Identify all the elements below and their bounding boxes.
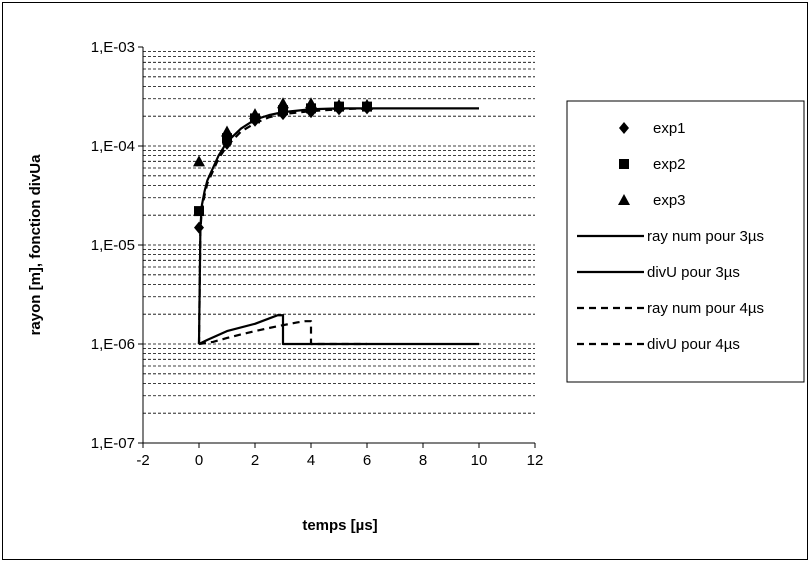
- x-axis-title: temps [µs]: [302, 517, 377, 534]
- legend-label: divU pour 4µs: [647, 336, 740, 353]
- data-point-square: [194, 206, 204, 217]
- x-tick-label: 2: [251, 452, 259, 469]
- series-group: [193, 97, 479, 346]
- legend-label: ray num pour 3µs: [647, 228, 764, 245]
- series-line-5: [197, 107, 368, 345]
- data-point-triangle: [249, 108, 261, 120]
- x-tick-label: 10: [471, 452, 488, 469]
- data-point-square: [278, 105, 288, 116]
- x-tick-label: -2: [136, 452, 149, 469]
- legend-label: divU pour 3µs: [647, 264, 740, 281]
- legend-marker-triangle: [618, 194, 630, 205]
- data-point-triangle: [305, 97, 317, 109]
- x-tick-label: 12: [527, 452, 544, 469]
- axes: -2 0 2 4 6 8 10 12 1,E-07 1,E-06 1,E-05 1,E-04 1,E-0…: [91, 39, 544, 469]
- legend-label: exp3: [653, 192, 686, 209]
- legend-label: ray num pour 4µs: [647, 300, 764, 317]
- y-tick-label: 1,E-04: [91, 138, 135, 155]
- y-tick-label: 1,E-05: [91, 237, 135, 254]
- data-point-diamond: [194, 221, 204, 234]
- data-point-triangle: [333, 98, 345, 110]
- series-line-6: [198, 320, 367, 346]
- legend-label: exp2: [653, 156, 686, 173]
- legend-label: exp1: [653, 120, 686, 137]
- x-tick-label: 4: [307, 452, 315, 469]
- data-point-triangle: [221, 125, 233, 137]
- series-line-3: [197, 107, 479, 345]
- x-tick-label: 8: [419, 452, 427, 469]
- x-tick-label: 0: [195, 452, 203, 469]
- data-point-triangle: [193, 155, 205, 167]
- x-tick-label: 6: [363, 452, 371, 469]
- legend: exp1 exp2 exp3 ray num pour 3µs divU pour 3µ…: [566, 100, 805, 383]
- data-point-triangle: [277, 97, 289, 109]
- legend-marker-square: [619, 159, 629, 169]
- y-tick-label: 1,E-06: [91, 336, 135, 353]
- data-point-square: [222, 133, 232, 144]
- series-line-4: [198, 314, 479, 346]
- y-tick-label: 1,E-07: [91, 435, 135, 452]
- y-axis-title: rayon [m], fonction divUa: [27, 154, 44, 336]
- y-tick-label: 1,E-03: [91, 39, 135, 56]
- data-point-square: [306, 103, 316, 114]
- legend-box: [566, 100, 805, 383]
- plot-area: [143, 51, 535, 414]
- legend-marker-diamond: [619, 122, 629, 134]
- data-point-triangle: [361, 98, 373, 110]
